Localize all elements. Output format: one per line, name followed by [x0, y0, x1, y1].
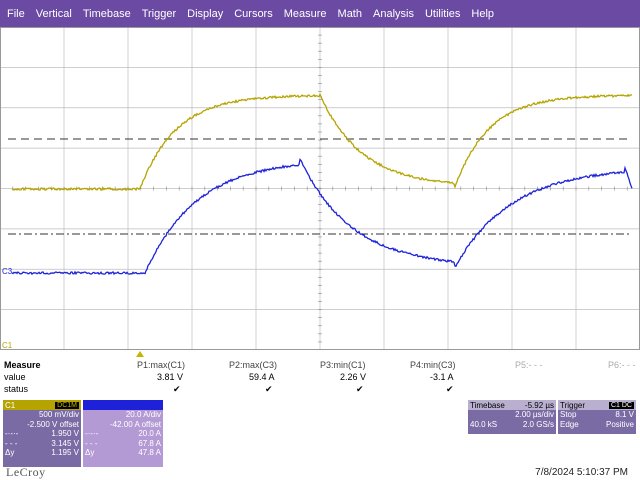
- c3-vdiv: 20.0 A/div: [126, 410, 161, 420]
- menu-item-timebase[interactable]: Timebase: [83, 8, 131, 20]
- waveform-grid: C3 C1: [0, 27, 640, 350]
- measure-param-value: -3.1 A: [430, 372, 454, 382]
- c1-coupling-badge: DC1M: [55, 402, 79, 409]
- c1-dy-label: Δy: [5, 448, 14, 458]
- c3-cursor1-icon: -·-·-: [85, 429, 98, 439]
- c1-label: C1: [5, 401, 15, 410]
- c1-dy: 1.195 V: [51, 448, 79, 458]
- c3-dy-label: Δy: [85, 448, 94, 458]
- c1-trace-label: C1: [2, 341, 13, 350]
- measure-table: Measure value status P1:max(C1) 3.81 V ✔ P2…: [0, 358, 640, 398]
- timebase-tdiv: 2.00 µs/div: [515, 410, 554, 420]
- timebase-rate: 2.0 GS/s: [523, 420, 554, 430]
- menu-item-file[interactable]: File: [7, 8, 25, 20]
- measure-param-value: 3.81 V: [157, 372, 183, 382]
- c3-offset: -42.00 A offset: [110, 420, 161, 430]
- trigger-slope: Positive: [606, 420, 634, 430]
- timebase-samples: 40.0 kS: [470, 420, 497, 430]
- lecroy-logo: LeCroy: [6, 465, 46, 480]
- measure-status-label: status: [4, 384, 28, 394]
- channel-c3-descriptor[interactable]: 20.0 A/div -42.00 A offset -·-·- 20.0 A -…: [83, 400, 163, 467]
- measure-param-value: 2.26 V: [340, 372, 366, 382]
- c1-cursor1-icon: -·-·-: [5, 429, 18, 439]
- measure-title: Measure: [4, 360, 41, 370]
- check-icon: ✔: [446, 384, 454, 395]
- check-icon: ✔: [173, 384, 181, 395]
- c3-cursor2: 67.8 A: [138, 439, 161, 449]
- measure-param-name[interactable]: P5:- - -: [515, 360, 543, 370]
- menu-item-trigger[interactable]: Trigger: [142, 8, 176, 20]
- measure-param-name[interactable]: P6:- - -: [608, 360, 636, 370]
- menu-item-display[interactable]: Display: [187, 8, 223, 20]
- measure-param-value: 59.4 A: [249, 372, 275, 382]
- trigger-source-badge: C1 DC: [609, 402, 634, 409]
- c3-cursor1: 20.0 A: [138, 429, 161, 439]
- menu-item-measure[interactable]: Measure: [284, 8, 327, 20]
- trigger-mode: Stop: [560, 410, 576, 420]
- waveform-display[interactable]: C3 C1: [0, 27, 640, 350]
- c1-vdiv: 500 mV/div: [39, 410, 79, 420]
- c1-offset: -2.500 V offset: [27, 420, 79, 430]
- menu-item-cursors[interactable]: Cursors: [234, 8, 273, 20]
- trigger-position-marker[interactable]: [136, 351, 144, 357]
- trigger-descriptor[interactable]: Trigger C1 DC Stop 8.1 V Edge Positive: [558, 400, 636, 434]
- c1-cursor2: 3.145 V: [51, 439, 79, 449]
- trigger-title: Trigger: [560, 401, 585, 410]
- c1-cursor2-icon: - - -: [5, 439, 17, 449]
- timebase-title: Timebase: [470, 401, 505, 410]
- measure-param-name[interactable]: P2:max(C3): [229, 360, 277, 370]
- channel-c1-descriptor[interactable]: C1 DC1M 500 mV/div -2.500 V offset -·-·- 1…: [3, 400, 81, 467]
- trigger-type: Edge: [560, 420, 579, 430]
- measure-param-name[interactable]: P4:min(C3): [410, 360, 456, 370]
- menu-item-math[interactable]: Math: [338, 8, 362, 20]
- measure-param-name[interactable]: P1:max(C1): [137, 360, 185, 370]
- c1-cursor1: 1.950 V: [51, 429, 79, 439]
- trigger-level: 8.1 V: [615, 410, 634, 420]
- menu-item-utilities[interactable]: Utilities: [425, 8, 460, 20]
- c3-waveform: [12, 160, 632, 275]
- check-icon: ✔: [356, 384, 364, 395]
- measure-value-label: value: [4, 372, 26, 382]
- measure-param-name[interactable]: P3:min(C1): [320, 360, 366, 370]
- c3-dy: 47.8 A: [138, 448, 161, 458]
- menu-item-help[interactable]: Help: [471, 8, 494, 20]
- check-icon: ✔: [265, 384, 273, 395]
- menu-item-analysis[interactable]: Analysis: [373, 8, 414, 20]
- menu-item-vertical[interactable]: Vertical: [36, 8, 72, 20]
- c3-trace-label: C3: [2, 267, 13, 276]
- clock: 7/8/2024 5:10:37 PM: [535, 467, 628, 478]
- timebase-descriptor[interactable]: Timebase -5.92 µs 2.00 µs/div 40.0 kS 2.0 …: [468, 400, 556, 434]
- timebase-delay: -5.92 µs: [525, 401, 554, 410]
- menu-bar: File Vertical Timebase Trigger Display Cursor…: [0, 0, 640, 27]
- c3-cursor2-icon: - - -: [85, 439, 97, 449]
- c1-waveform: [12, 94, 632, 190]
